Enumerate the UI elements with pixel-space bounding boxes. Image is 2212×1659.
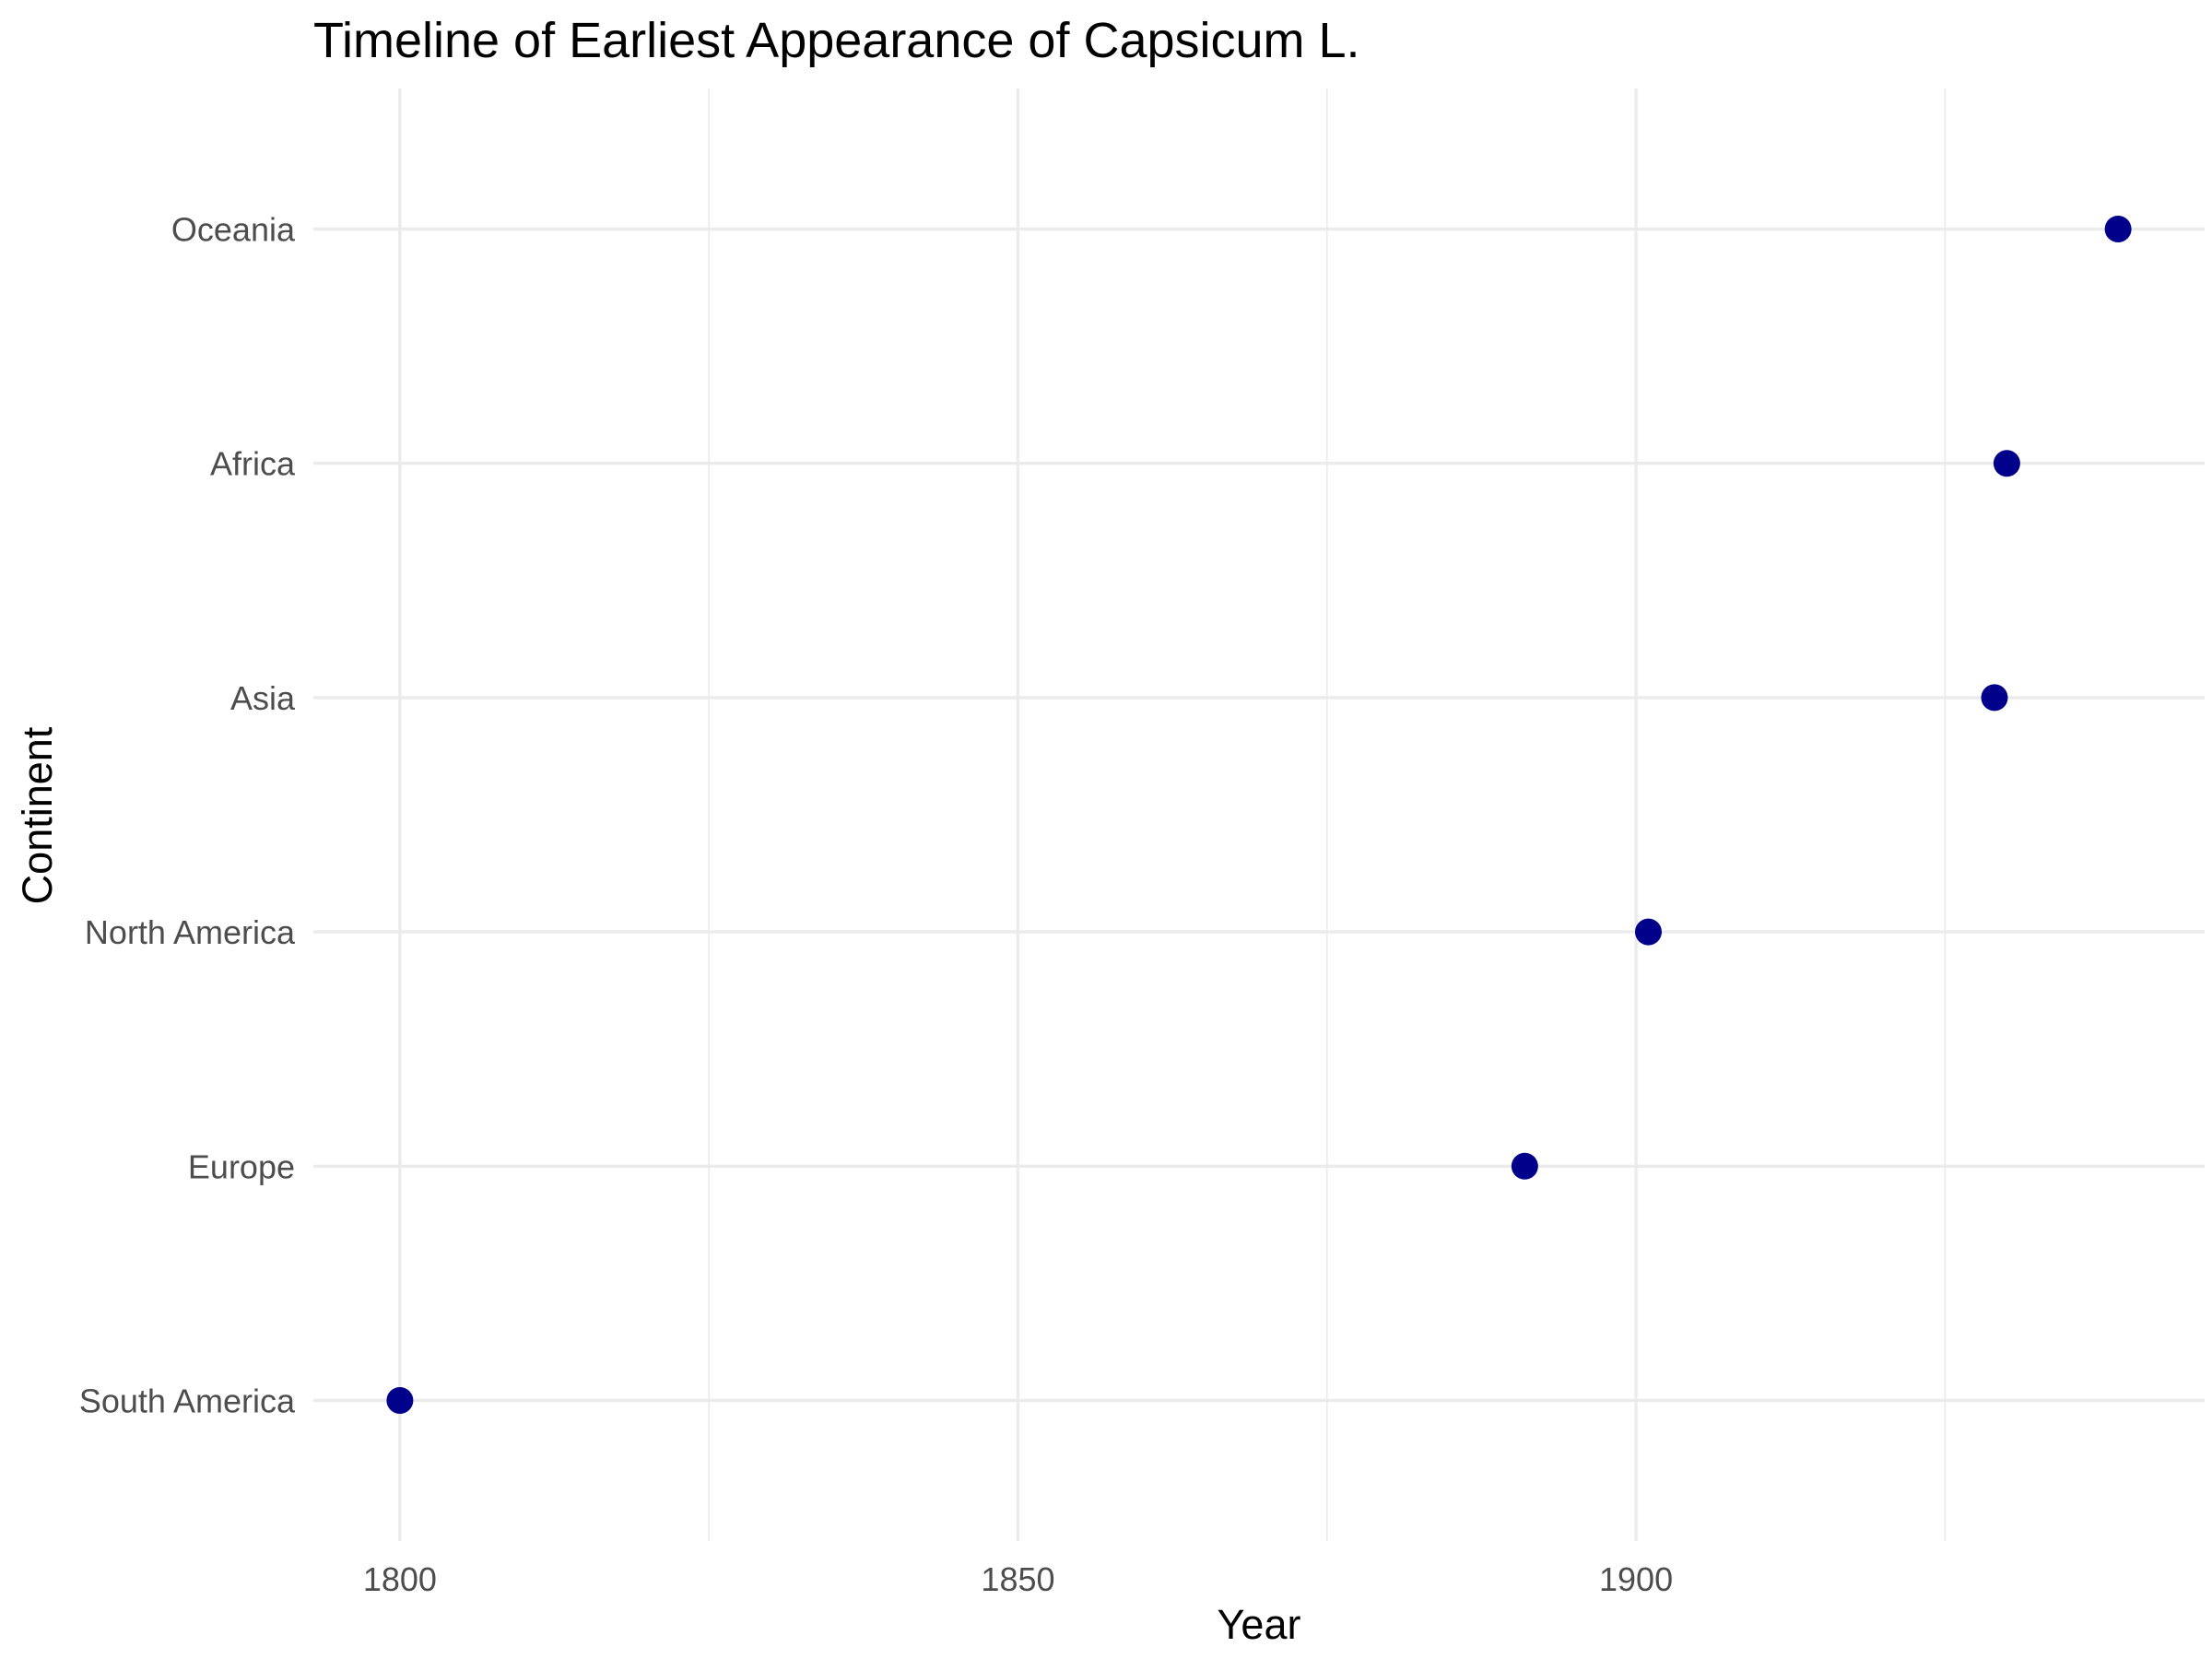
y-axis-ticks: South America Europe North America Asia Afri…: [79, 211, 296, 1420]
x-tick-label: 1850: [981, 1560, 1054, 1598]
y-tick-label: Europe: [188, 1147, 295, 1185]
chart-title: Timeline of Earliest Appearance of Capsi…: [313, 13, 1360, 68]
x-tick-label: 1800: [363, 1560, 437, 1598]
y-tick-label: Africa: [210, 445, 296, 483]
data-point: [386, 1386, 414, 1414]
y-axis-title: Continent: [14, 726, 61, 904]
data-points: [386, 216, 2132, 1414]
data-point: [1511, 1152, 1538, 1180]
grid: [313, 88, 2205, 1541]
x-tick-label: 1900: [1599, 1560, 1673, 1598]
y-tick-label: North America: [85, 913, 296, 951]
y-tick-label: South America: [79, 1382, 296, 1419]
data-point: [1634, 918, 1662, 946]
data-point: [1993, 450, 2020, 477]
y-tick-label: Asia: [230, 679, 296, 717]
x-axis-ticks: 1800 1850 1900: [363, 1560, 1673, 1598]
data-point: [1981, 684, 2008, 712]
y-tick-label: Oceania: [171, 211, 296, 249]
data-point: [2104, 216, 2132, 243]
x-axis-title: Year: [1218, 1601, 1301, 1648]
